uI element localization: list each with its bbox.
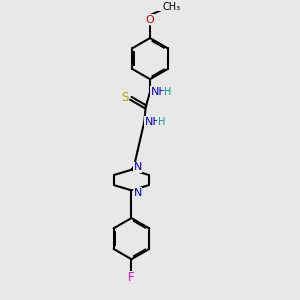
Text: H: H [158, 117, 165, 127]
Text: N: N [134, 163, 142, 172]
Text: NH: NH [151, 87, 167, 97]
Text: N: N [134, 188, 142, 198]
Text: O: O [146, 15, 154, 25]
Text: F: F [128, 271, 135, 284]
Text: CH₃: CH₃ [163, 2, 181, 12]
Text: S: S [122, 91, 129, 104]
Text: NH: NH [145, 117, 161, 127]
Text: H: H [164, 87, 171, 97]
